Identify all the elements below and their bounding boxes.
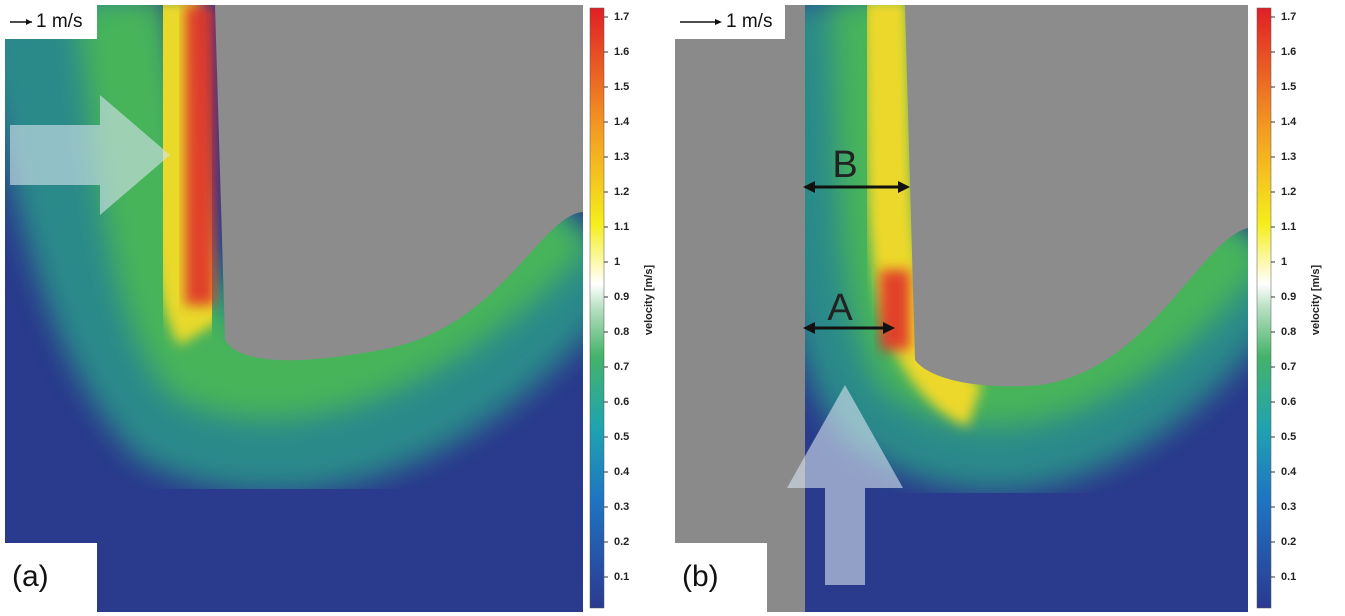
colorbar-label: velocity [m/s]: [1310, 265, 1322, 336]
colorbar-label: velocity [m/s]: [643, 265, 655, 336]
flow-field-a: [5, 5, 583, 612]
colorbar-tick-label: 0.4: [1281, 466, 1297, 478]
colorbar-tick-label: 0.9: [614, 291, 629, 303]
colorbar-tick-label: 0.5: [1281, 431, 1296, 443]
colorbar-tick-label: 1.2: [1281, 186, 1296, 198]
colorbar: [589, 7, 605, 609]
scale-label: 1 m/s: [36, 11, 82, 32]
colorbar-tick-label: 0.8: [614, 326, 629, 338]
annotation: B: [832, 144, 857, 186]
colorbar-tick-label: 1.6: [1281, 46, 1296, 58]
colorbar-tick-label: 0.7: [1281, 361, 1296, 373]
colorbar-tick-label: 1.1: [1281, 221, 1296, 233]
colorbar-tick-label: 0.2: [1281, 536, 1296, 548]
colorbar-tick-label: 0.8: [1281, 326, 1296, 338]
colorbar-tick-label: 0.4: [614, 466, 630, 478]
colorbar-tick-label: 0.3: [614, 501, 629, 513]
colorbar: [1256, 7, 1272, 609]
colorbar-tick-label: 0.7: [614, 361, 629, 373]
scale-label: 1 m/s: [726, 11, 772, 32]
colorbar-tick-label: 0.3: [1281, 501, 1296, 513]
colorbar-tick-label: 0.6: [614, 396, 629, 408]
colorbar-tick-label: 1.1: [614, 221, 629, 233]
colorbar-tick-label: 1.3: [1281, 151, 1296, 163]
colorbar-tick-label: 1.3: [614, 151, 629, 163]
colorbar-tick-label: 1.6: [614, 46, 629, 58]
colorbar-tick-label: 0.6: [1281, 396, 1296, 408]
colorbar-tick-label: 0.1: [1281, 571, 1296, 583]
colorbar-tick-label: 1: [614, 256, 620, 268]
colorbar-tick-label: 1: [1281, 256, 1287, 268]
colorbar-tick-label: 1.7: [614, 11, 629, 23]
colorbar-tick-label: 0.2: [614, 536, 629, 548]
flow-field-b: [675, 5, 1248, 612]
colorbar-tick-label: 1.7: [1281, 11, 1296, 23]
colorbar-tick-label: 1.4: [614, 116, 630, 128]
colorbar-tick-label: 1.5: [614, 81, 629, 93]
annotation: A: [827, 287, 853, 329]
colorbar-tick-label: 0.9: [1281, 291, 1296, 303]
panel-label: (a): [12, 560, 49, 593]
panel-label: (b): [682, 560, 719, 593]
colorbar-tick-label: 1.2: [614, 186, 629, 198]
colorbar-tick-label: 0.5: [614, 431, 629, 443]
colorbar-tick-label: 1.4: [1281, 116, 1297, 128]
colorbar-tick-label: 0.1: [614, 571, 629, 583]
colorbar-tick-label: 1.5: [1281, 81, 1296, 93]
